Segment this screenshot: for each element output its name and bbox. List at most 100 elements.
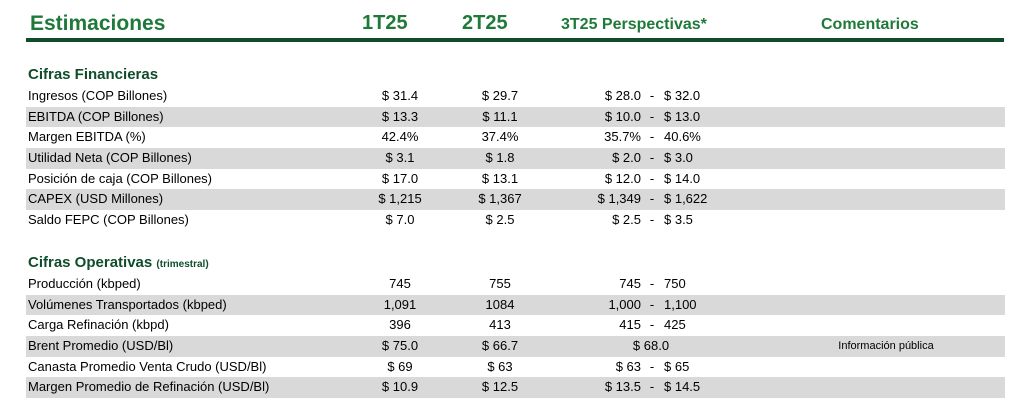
- table-row: Margen EBITDA (%) 42.4% 37.4% 35.7% - 40…: [26, 127, 1005, 148]
- row-label: Volúmenes Transportados (kbped): [28, 296, 227, 312]
- outlook-high: 750: [664, 276, 686, 291]
- row-comment: Información pública: [838, 340, 934, 353]
- financial-table: Ingresos (COP Billones) $ 31.4 $ 29.7 $ …: [26, 86, 1005, 231]
- table-row: Volúmenes Transportados (kbped) 1,091 10…: [26, 294, 1005, 316]
- outlook-high: $ 14.0: [664, 170, 701, 186]
- outlook-low: 35.7%: [604, 129, 641, 145]
- value-2t25: 1084: [485, 296, 515, 312]
- header-divider: [26, 38, 1004, 42]
- table-row: Producción (kbped) 745 755 745 - 750: [26, 274, 1005, 295]
- value-1t25: 396: [389, 317, 411, 333]
- table-row: Canasta Promedio Venta Crudo (USD/Bl) $ …: [26, 357, 1005, 378]
- table-row: Ingresos (COP Billones) $ 31.4 $ 29.7 $ …: [26, 86, 1005, 107]
- outlook-high: $ 32.0: [664, 88, 701, 103]
- value-2t25: $ 29.7: [481, 88, 519, 103]
- outlook-range-dash: -: [649, 191, 655, 207]
- value-1t25: $ 10.9: [381, 379, 419, 395]
- value-1t25: $ 13.3: [381, 108, 419, 124]
- table-row: Brent Promedio (USD/Bl) $ 75.0 $ 66.7 $ …: [26, 336, 1005, 357]
- row-label: Utilidad Neta (COP Billones): [28, 150, 192, 166]
- row-label: Carga Refinación (kbpd): [28, 317, 169, 333]
- value-2t25: $ 1.8: [485, 150, 515, 166]
- value-1t25: $ 1,215: [378, 191, 422, 207]
- row-label: Margen EBITDA (%): [28, 129, 146, 145]
- row-label: Saldo FEPC (COP Billones): [28, 212, 189, 228]
- table-row: Utilidad Neta (COP Billones) $ 3.1 $ 1.8…: [26, 148, 1005, 169]
- outlook-high: 40.6%: [664, 129, 701, 145]
- outlook-range-dash: -: [649, 317, 655, 333]
- table-row: Margen Promedio de Refinación (USD/Bl) $…: [26, 377, 1005, 399]
- outlook-high: $ 13.0: [664, 108, 701, 124]
- outlook-low: $ 10.0: [604, 108, 641, 124]
- outlook-low: $ 1,349: [597, 191, 641, 207]
- outlook-low: 415: [619, 317, 641, 333]
- value-1t25: $ 31.4: [381, 88, 419, 103]
- outlook-high: 1,100: [664, 296, 697, 312]
- table-row: Saldo FEPC (COP Billones) $ 7.0 $ 2.5 $ …: [26, 210, 1005, 231]
- column-header-2t25: 2T25: [462, 12, 508, 34]
- table-title: Estimaciones: [30, 12, 166, 35]
- section-title-financial: Cifras Financieras: [28, 66, 158, 83]
- column-header-3t25-outlook: 3T25 Perspectivas*: [561, 16, 707, 33]
- outlook-range-dash: -: [649, 88, 655, 103]
- column-header-comments: Comentarios: [821, 16, 919, 33]
- outlook-low: 745: [619, 276, 641, 291]
- row-label: Brent Promedio (USD/Bl): [28, 338, 174, 354]
- outlook-range-dash: -: [649, 150, 655, 166]
- outlook-range-dash: -: [649, 276, 655, 291]
- column-header-1t25: 1T25: [362, 12, 408, 34]
- value-2t25: $ 13.1: [481, 170, 519, 186]
- outlook-high: $ 1,622: [664, 191, 708, 207]
- outlook-range-dash: -: [649, 108, 655, 124]
- value-1t25: 42.4%: [381, 129, 419, 145]
- outlook-low: $ 2.0: [612, 150, 641, 166]
- section-title-operational-text: Cifras Operativas: [28, 254, 153, 271]
- outlook-range-dash: -: [649, 358, 655, 374]
- row-label: Ingresos (COP Billones): [28, 88, 168, 103]
- value-2t25: 413: [489, 317, 511, 333]
- section-title-operational: Cifras Operativas (trimestral): [28, 254, 209, 271]
- outlook-range-dash: -: [649, 129, 655, 145]
- outlook-low: $ 28.0: [604, 88, 641, 103]
- value-2t25: $ 66.7: [481, 338, 519, 354]
- table-row: EBITDA (COP Billones) $ 13.3 $ 11.1 $ 10…: [26, 106, 1005, 128]
- outlook-low: $ 2.5: [612, 212, 641, 228]
- outlook-range-dash: -: [649, 296, 655, 312]
- row-label: Posición de caja (COP Billones): [28, 170, 213, 186]
- outlook-high: 425: [664, 317, 686, 333]
- value-1t25: $ 17.0: [381, 170, 419, 186]
- outlook-low: 1,000: [608, 296, 641, 312]
- outlook-range-dash: -: [649, 170, 655, 186]
- value-1t25: $ 3.1: [385, 150, 415, 166]
- outlook-high: $ 14.5: [664, 379, 701, 395]
- row-label: CAPEX (USD Millones): [28, 191, 164, 207]
- value-1t25: $ 69: [387, 358, 413, 374]
- value-2t25: $ 2.5: [485, 212, 515, 228]
- value-2t25: $ 63: [487, 358, 513, 374]
- value-1t25: $ 7.0: [385, 212, 415, 228]
- outlook-single-value: $ 68.0: [632, 338, 670, 354]
- row-label: EBITDA (COP Billones): [28, 108, 164, 124]
- value-2t25: $ 12.5: [481, 379, 519, 395]
- outlook-range-dash: -: [649, 212, 655, 228]
- value-1t25: 1,091: [383, 296, 417, 312]
- outlook-high: $ 3.5: [664, 212, 693, 228]
- value-2t25: $ 1,367: [478, 191, 522, 207]
- outlook-range-dash: -: [649, 379, 655, 395]
- value-2t25: 37.4%: [481, 129, 519, 145]
- row-label: Producción (kbped): [28, 276, 141, 291]
- table-row: CAPEX (USD Millones) $ 1,215 $ 1,367 $ 1…: [26, 189, 1005, 211]
- value-1t25: 745: [389, 276, 411, 291]
- outlook-high: $ 3.0: [664, 150, 693, 166]
- outlook-low: $ 63: [615, 358, 641, 374]
- outlook-low: $ 12.0: [604, 170, 641, 186]
- table-row: Carga Refinación (kbpd) 396 413 415 - 42…: [26, 315, 1005, 336]
- value-1t25: $ 75.0: [381, 338, 419, 354]
- outlook-low: $ 13.5: [604, 379, 641, 395]
- outlook-high: $ 65: [664, 358, 690, 374]
- operational-table: Producción (kbped) 745 755 745 - 750 Vol…: [26, 274, 1005, 399]
- row-label: Margen Promedio de Refinación (USD/Bl): [28, 379, 270, 395]
- section-title-financial-text: Cifras Financieras: [28, 66, 159, 83]
- section-subtitle-operational: (trimestral): [156, 259, 209, 270]
- value-2t25: $ 11.1: [482, 108, 518, 124]
